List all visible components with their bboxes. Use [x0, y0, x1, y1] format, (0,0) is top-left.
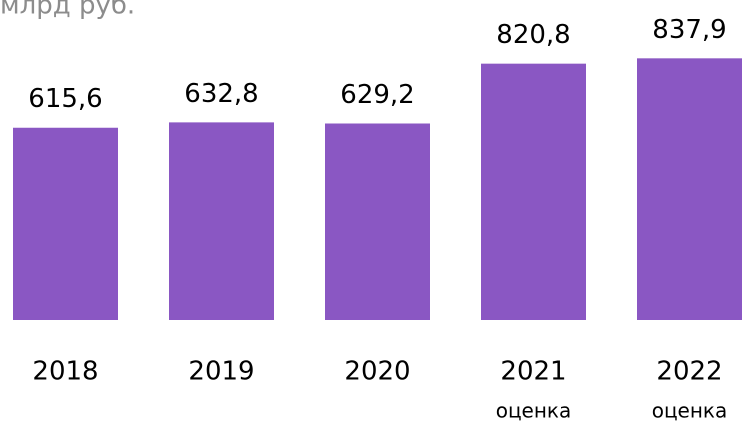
- x-tick-label: 2018: [32, 357, 98, 387]
- x-tick-label: 2022: [656, 357, 722, 387]
- category-note: оценка: [496, 399, 572, 423]
- value-label: 629,2: [340, 80, 414, 110]
- chart-title: млрд руб.: [0, 0, 135, 21]
- x-tick-label: 2021: [500, 357, 566, 387]
- x-tick-label: 2019: [188, 357, 254, 387]
- bar: [13, 127, 118, 320]
- value-label: 837,9: [652, 15, 726, 45]
- value-label: 615,6: [28, 84, 102, 114]
- value-label: 820,8: [496, 20, 570, 50]
- bar: [325, 123, 430, 320]
- category-note: оценка: [652, 399, 728, 423]
- bar: [637, 58, 742, 321]
- x-tick-label: 2020: [344, 357, 410, 387]
- value-label: 632,8: [184, 79, 258, 109]
- bar: [169, 122, 274, 320]
- bar: [481, 63, 586, 321]
